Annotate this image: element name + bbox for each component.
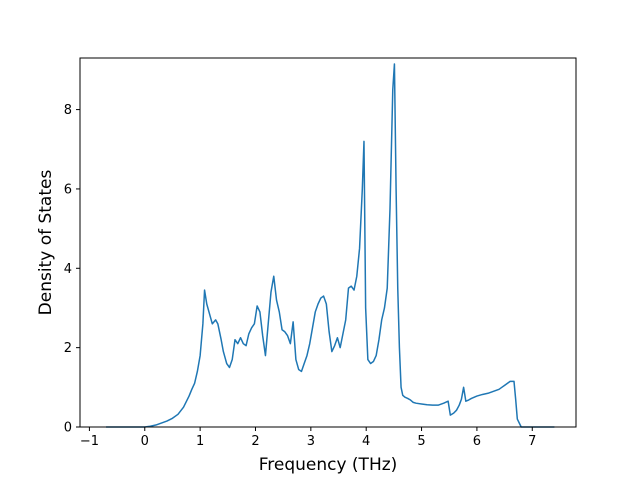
x-tick-label: 4 <box>362 434 370 449</box>
y-tick-label: 2 <box>64 341 72 356</box>
x-tick-label: 5 <box>417 434 425 449</box>
x-axis: −1 0 1 2 3 4 5 6 7 <box>80 427 536 449</box>
y-tick-label: 0 <box>64 421 72 436</box>
x-tick-label: 7 <box>528 434 536 449</box>
y-axis: 0 2 4 6 8 <box>64 103 80 436</box>
x-tick-label: 6 <box>473 434 481 449</box>
x-tick-label: 3 <box>307 434 315 449</box>
x-axis-label: Frequency (THz) <box>259 455 398 475</box>
y-axis-label: Density of States <box>36 170 56 316</box>
x-tick-label: 2 <box>251 434 259 449</box>
y-tick-label: 4 <box>64 262 72 277</box>
x-tick-label: 0 <box>141 434 149 449</box>
y-tick-label: 6 <box>64 182 72 197</box>
plot-content <box>106 63 555 428</box>
y-tick-label: 8 <box>64 103 72 118</box>
x-tick-label: 1 <box>196 434 204 449</box>
x-tick-label: −1 <box>80 434 99 449</box>
axes-frame <box>79 57 577 428</box>
series-line-0 <box>106 63 555 428</box>
